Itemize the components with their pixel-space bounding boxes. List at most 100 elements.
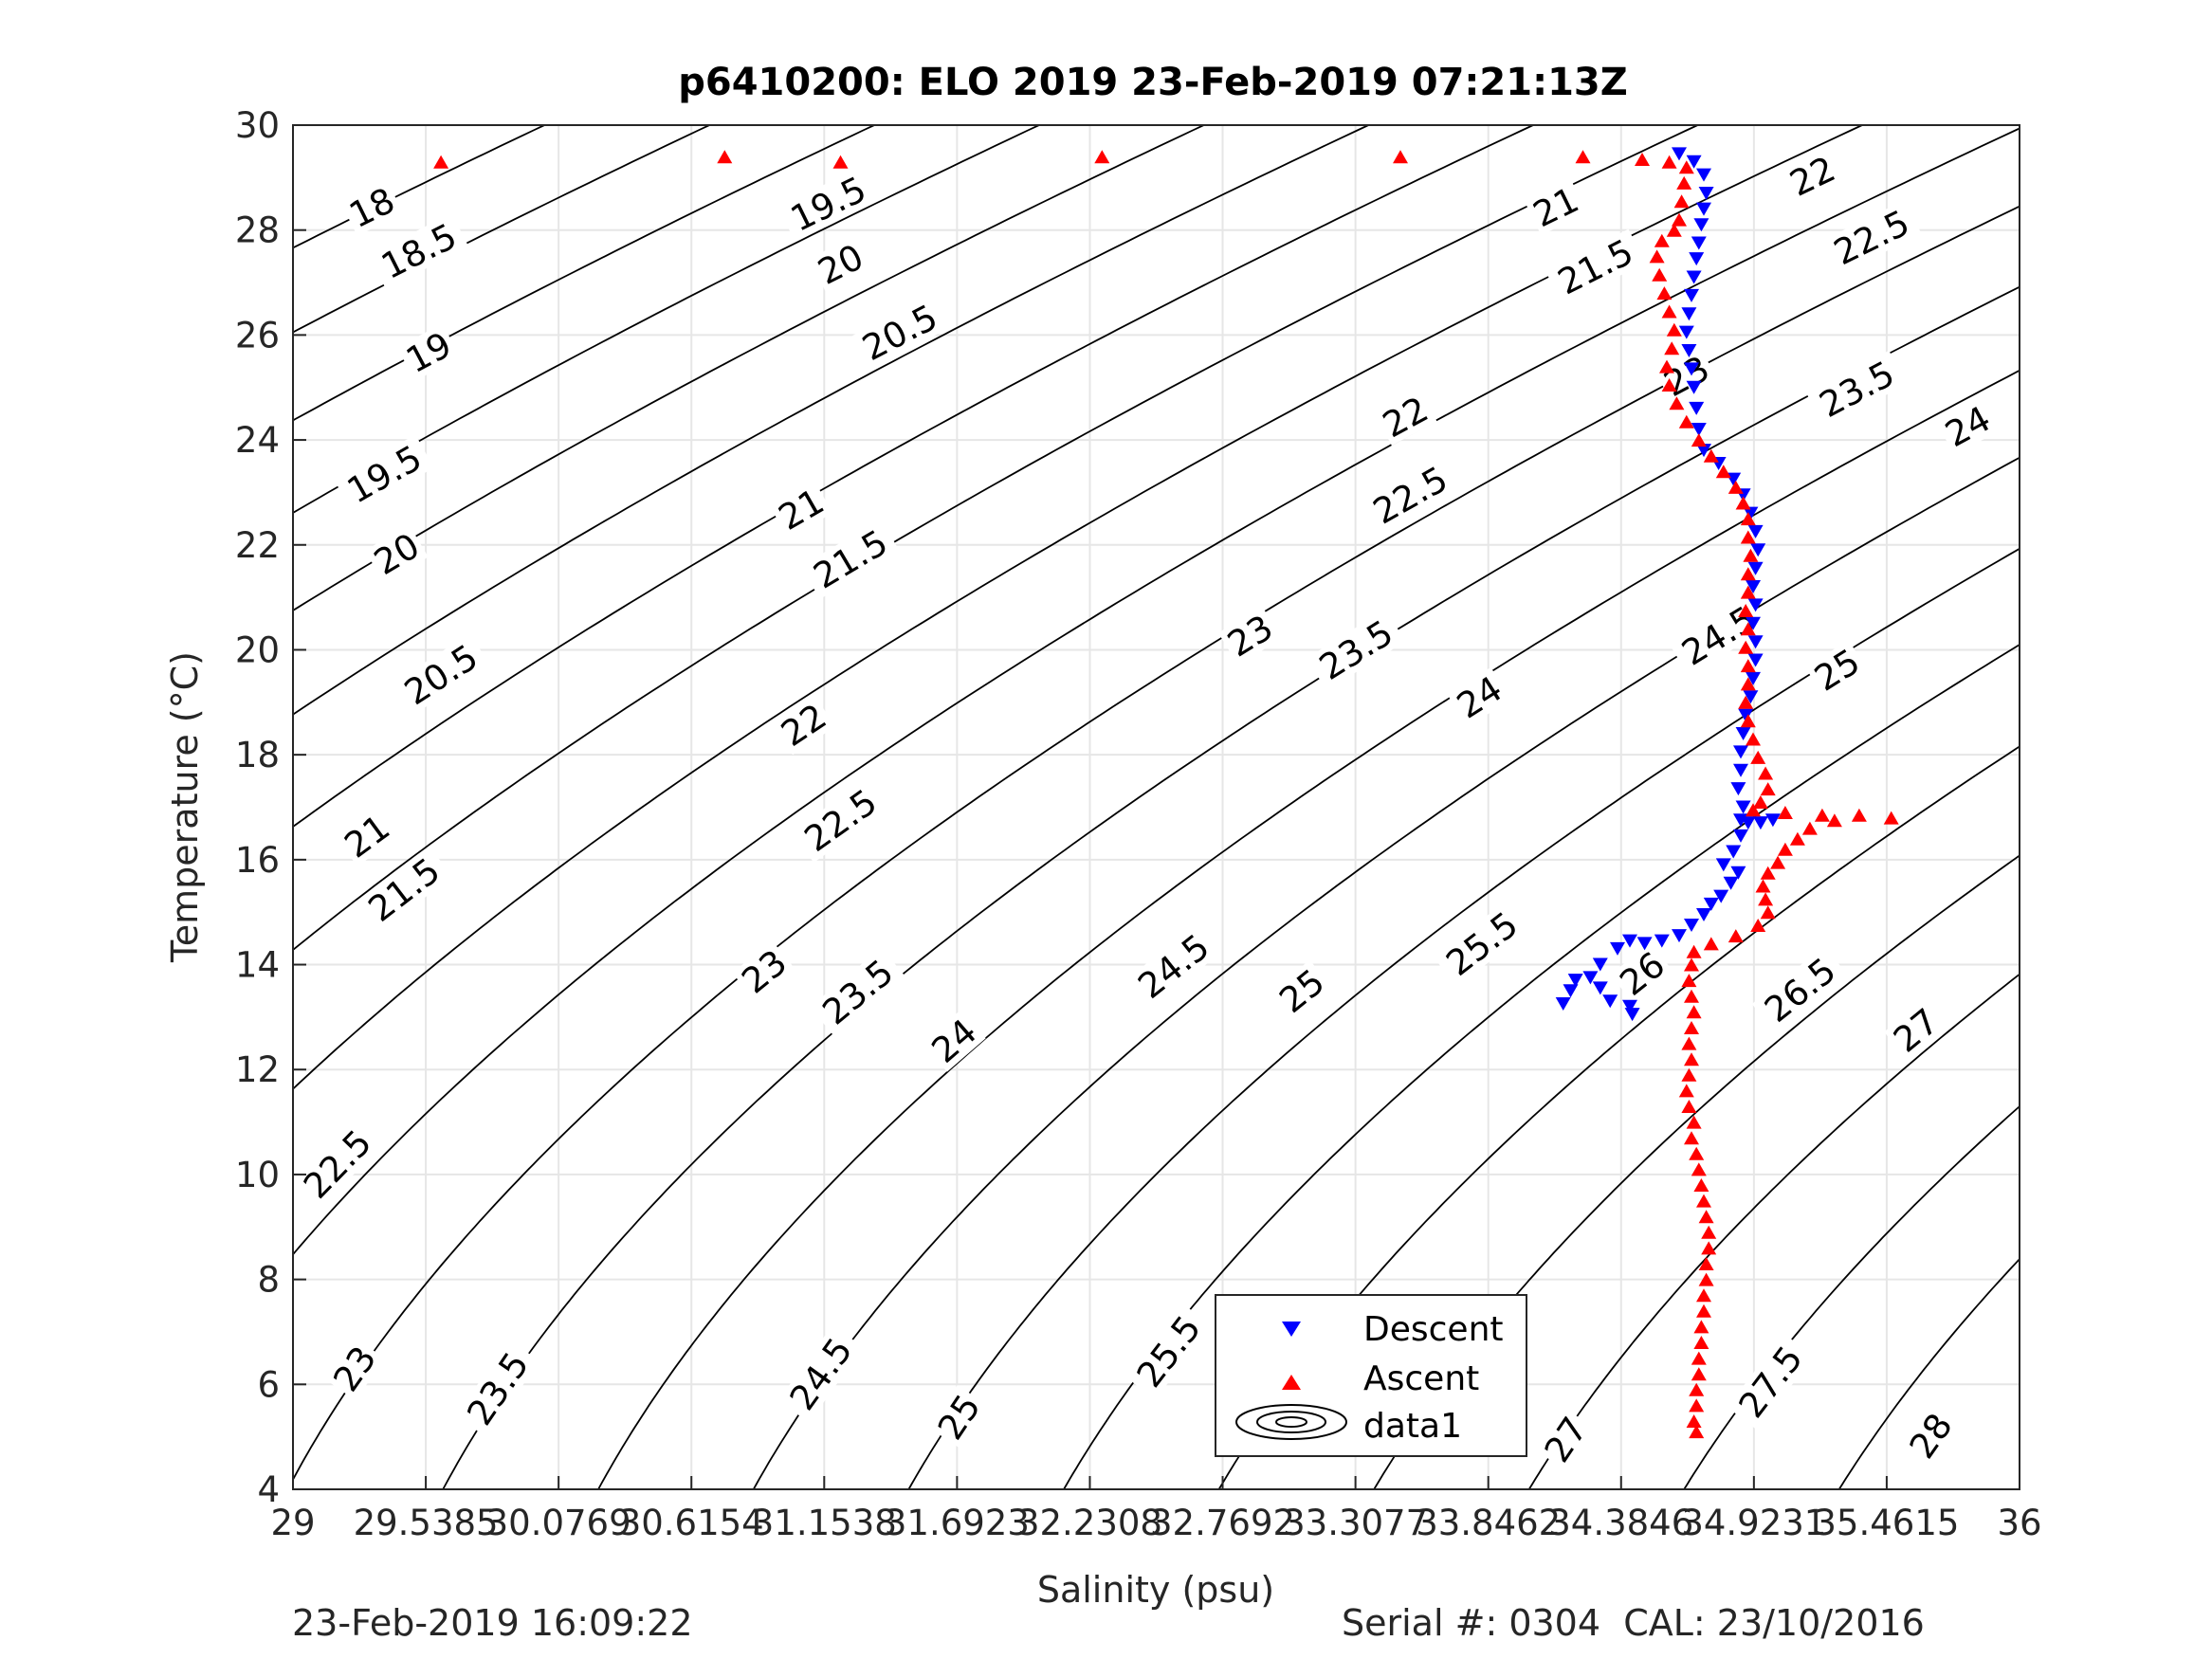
ascent-point [1649,249,1665,264]
ascent-point [1740,714,1756,728]
contour-label-knockout [1373,388,1437,447]
descent-point [1750,543,1766,557]
ascent-point [1689,1146,1705,1160]
descent-point [1691,236,1707,250]
ascent-point [1740,567,1756,581]
ascent-point [1686,1414,1702,1428]
ascent-point [1703,937,1719,951]
ascent-point [1740,512,1756,526]
ascent-point [1851,808,1867,822]
ascent-point [1740,622,1756,636]
x-axis-label: Salinity (psu) [1037,1569,1274,1611]
contour-label-knockout [396,323,461,381]
ascent-point [1575,150,1591,164]
ascent-point [1735,496,1751,510]
isopycnal-line [293,125,1865,1090]
axis-ticks [292,124,2020,1490]
legend-data1-contour-icon [1235,1404,1347,1440]
ascent-point [1673,194,1690,209]
contour-label-knockout [1307,609,1406,691]
ascent-point [1661,304,1677,319]
ascent-point [1691,1351,1707,1365]
descent-point [1686,155,1702,169]
descent-point [1602,994,1618,1009]
contour-label-knockout [1884,999,1948,1062]
descent-point [1733,745,1748,759]
ascent-point [1801,821,1818,835]
ascent-point [1681,1067,1697,1082]
descent-point [1636,937,1653,951]
descent-point [1691,423,1707,436]
descent-point [1733,763,1748,777]
ascent-point [1814,808,1830,822]
ascent-point [1826,813,1842,828]
contour-label-knockout [1727,1333,1814,1431]
contour-label-knockout [777,166,879,242]
ascent-point [1728,929,1744,943]
contour-label-knockout [777,1324,864,1423]
ascent-point [832,155,849,169]
y-tick-label: 14 [235,945,280,986]
descent-point [1735,800,1751,814]
ascent-point [1743,548,1759,562]
ascent-point [1758,892,1774,906]
ascent-point [1693,1336,1709,1349]
isopycnal-line [752,456,2020,1489]
contour-label-knockout [810,947,906,1036]
contour-label-knockout [335,805,399,867]
contour-label-knockout [364,524,429,584]
descent-point [1738,708,1754,722]
x-tick-label: 31.6923 [885,1503,1030,1543]
isopycnal-line [1527,973,2020,1489]
axis-tick-labels: 29 29.538530.076930.615431.153831.692332.… [235,105,2042,1543]
ascent-series [433,150,1899,1439]
ascent-point [1684,989,1699,1003]
contour-label-knockout [1936,397,2000,456]
contour-label: 22.5 [291,1117,384,1211]
ascent-point [1686,1115,1702,1129]
descent-point [1747,635,1764,649]
descent-point [1743,690,1759,704]
contour-label-knockout [324,1337,385,1401]
ascent-point [1883,811,1899,825]
isopycnal-line [293,125,1042,515]
ascent-point [1689,1382,1705,1396]
contour-label-knockout [1805,640,1869,700]
ascent-point [1666,322,1682,337]
plot-frame [292,124,2020,1490]
ascent-point [1738,604,1754,617]
ascent-point [1672,212,1687,227]
descent-point [1698,187,1714,200]
descent-point [1746,671,1761,685]
ascent-point [1740,530,1756,544]
ascent-point [1760,782,1776,796]
contour-label-knockout [455,1339,539,1438]
ascent-point [1752,795,1768,809]
descent-point [1689,252,1705,266]
descent-point [1610,941,1625,956]
ascent-point [1789,831,1805,846]
ascent-point [1728,480,1744,494]
ascent-point [1691,433,1707,447]
ascent-point [1684,1131,1699,1145]
ascent-point [1684,1021,1699,1034]
ascent-point [1652,267,1668,282]
descent-point [1723,876,1739,890]
isopycnal-line [907,547,2020,1489]
contour-label-knockout [1535,1407,1596,1471]
ascent-point [1666,223,1682,237]
ascent-point [1696,1304,1711,1318]
isopycnal-line [293,205,2020,1482]
ascent-point [1696,1194,1711,1208]
descent-point [1740,816,1756,830]
legend-descent-marker [1282,1322,1301,1337]
isopycnal-line [1837,1257,2020,1489]
isopycnal-line [293,125,1371,716]
ascent-point [1740,585,1756,599]
descent-point [1715,858,1731,872]
x-tick-label: 35.4615 [1814,1503,1959,1543]
descent-point [1672,147,1687,161]
y-tick-label: 24 [235,420,280,461]
ascent-point [1760,905,1776,920]
x-tick-label: 29 [270,1503,315,1543]
